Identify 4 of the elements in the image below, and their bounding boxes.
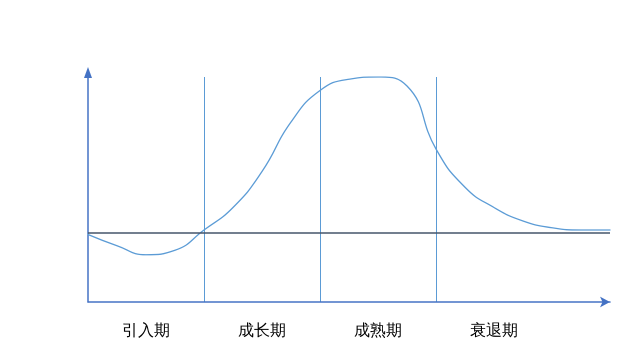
- x-tick-label: 成熟期: [354, 320, 402, 340]
- x-tick-label: 衰退期: [470, 320, 518, 340]
- x-tick-label: 引入期: [122, 320, 170, 340]
- x-tick-label: 成长期: [238, 320, 286, 340]
